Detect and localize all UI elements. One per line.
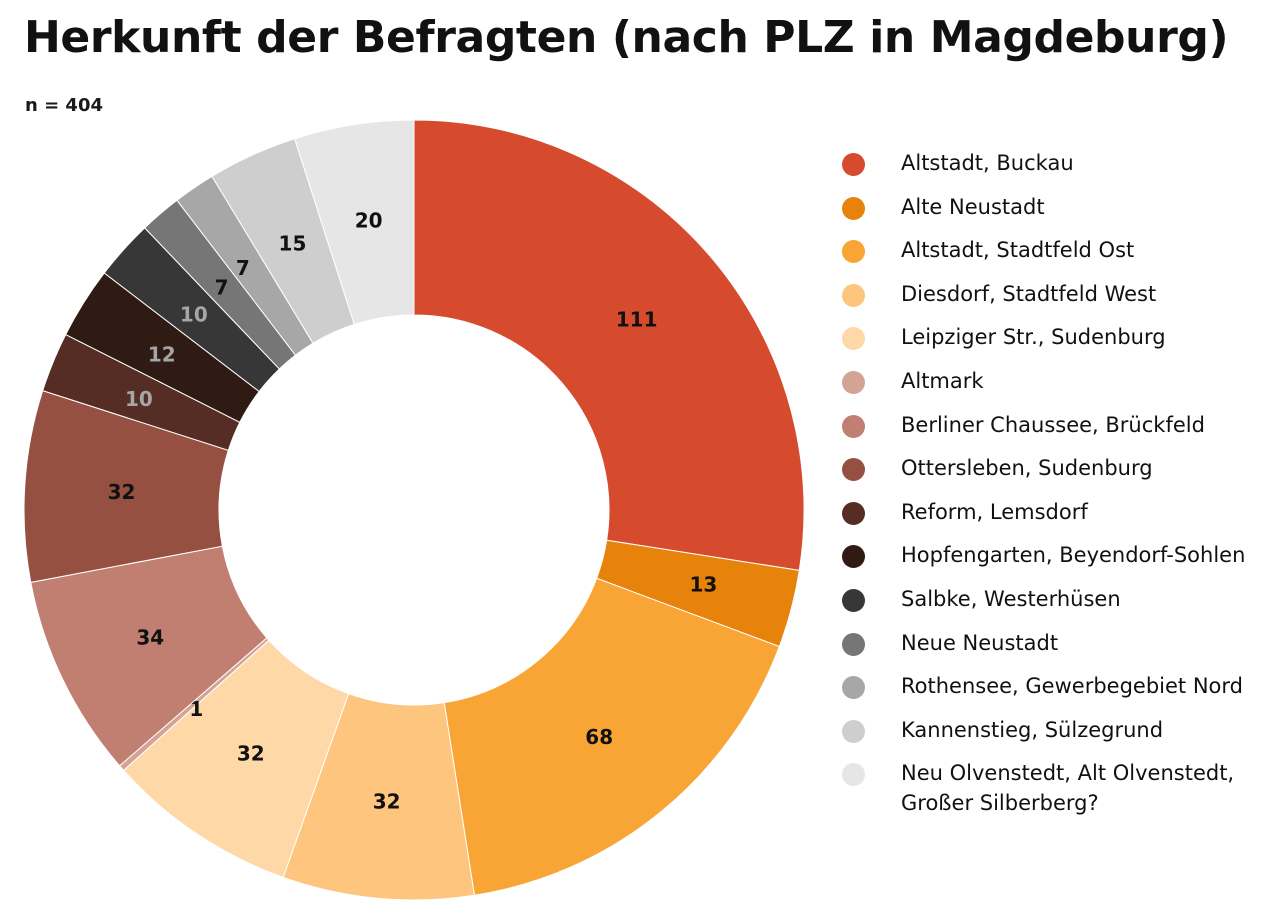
slice-value-label: 32 — [108, 480, 136, 504]
slice-value-label: 15 — [279, 231, 307, 255]
legend-swatch — [842, 196, 865, 220]
slice-value-label: 10 — [180, 302, 208, 326]
legend-item: Berliner Chaussee, Brückfeld — [842, 410, 1205, 440]
legend-swatch — [842, 283, 865, 307]
donut-slice — [443, 577, 780, 896]
slice-value-label: 13 — [689, 572, 717, 596]
legend-item: Neu Olvenstedt, Alt Olvenstedt, Großer Si… — [842, 758, 1234, 818]
donut-slice — [413, 119, 805, 571]
legend-item: Hopfengarten, Beyendorf-Sohlen — [842, 540, 1245, 570]
legend-item: Altmark — [842, 366, 984, 396]
legend-label: Altmark — [901, 369, 984, 393]
legend-label: Leipziger Str., Sudenburg — [901, 325, 1166, 350]
donut-slice — [294, 119, 415, 325]
legend-label: Diesdorf, Stadtfeld West — [901, 281, 1157, 306]
slice-value-label: 12 — [148, 342, 176, 366]
legend-label: Neu Olvenstedt, Alt Olvenstedt, Großer Si… — [901, 761, 1235, 816]
legend-item: Alte Neustadt — [842, 192, 1045, 222]
legend-label: Kannenstieg, Sülzegrund — [901, 717, 1164, 742]
legend-swatch — [842, 763, 865, 787]
legend-label: Reform, Lemsdorf — [901, 499, 1088, 524]
legend-label: Hopfengarten, Beyendorf-Sohlen — [901, 543, 1246, 568]
legend-swatch — [842, 632, 865, 656]
slice-value-label: 10 — [125, 387, 153, 411]
slice-value-label: 111 — [616, 308, 658, 332]
slice-value-label: 34 — [136, 626, 164, 650]
legend-swatch — [842, 501, 865, 525]
legend-item: Diesdorf, Stadtfeld West — [842, 279, 1156, 309]
legend-label: Altstadt, Stadtfeld Ost — [901, 238, 1135, 263]
legend-swatch — [842, 589, 865, 612]
slice-value-label: 32 — [373, 790, 401, 814]
legend-swatch — [842, 458, 865, 482]
slice-value-label: 68 — [585, 725, 613, 749]
legend-item: Neue Neustadt — [842, 628, 1058, 658]
sample-size-label: n = 404 — [25, 95, 104, 116]
chart-title: Herkunft der Befragten (nach PLZ in Magd… — [24, 12, 1229, 63]
legend-label: Alte Neustadt — [901, 194, 1045, 219]
slice-value-label: 7 — [236, 256, 250, 280]
legend-swatch — [842, 676, 865, 700]
legend-label: Ottersleben, Sudenburg — [901, 456, 1153, 481]
slice-value-label: 32 — [237, 741, 265, 765]
legend-swatch — [842, 719, 865, 743]
legend-label: Rothensee, Gewerbegebiet Nord — [901, 674, 1243, 699]
legend-swatch — [842, 327, 865, 351]
legend-swatch — [842, 240, 865, 264]
legend-swatch — [842, 545, 865, 569]
donut-hole — [220, 316, 608, 704]
legend-label: Neue Neustadt — [901, 630, 1059, 655]
slice-value-label: 1 — [189, 697, 203, 721]
legend-item: Rothensee, Gewerbegebiet Nord — [842, 671, 1243, 701]
legend-label: Salbke, Westerhüsen — [901, 587, 1121, 611]
legend-swatch — [842, 371, 865, 394]
legend-item: Ottersleben, Sudenburg — [842, 453, 1153, 483]
legend-item: Salbke, Westerhüsen — [842, 584, 1121, 614]
legend-item: Altstadt, Stadtfeld Ost — [842, 235, 1134, 265]
legend-label: Berliner Chaussee, Brückfeld — [901, 412, 1205, 437]
legend-swatch — [842, 153, 865, 176]
slice-value-label: 20 — [355, 209, 383, 233]
slice-value-label: 7 — [215, 275, 229, 299]
legend-item: Leipziger Str., Sudenburg — [842, 322, 1166, 352]
legend-item: Reform, Lemsdorf — [842, 497, 1088, 527]
legend-item: Altstadt, Buckau — [842, 148, 1074, 178]
legend-item: Kannenstieg, Sülzegrund — [842, 715, 1163, 745]
legend-label: Altstadt, Buckau — [901, 151, 1074, 175]
legend-swatch — [842, 414, 865, 438]
